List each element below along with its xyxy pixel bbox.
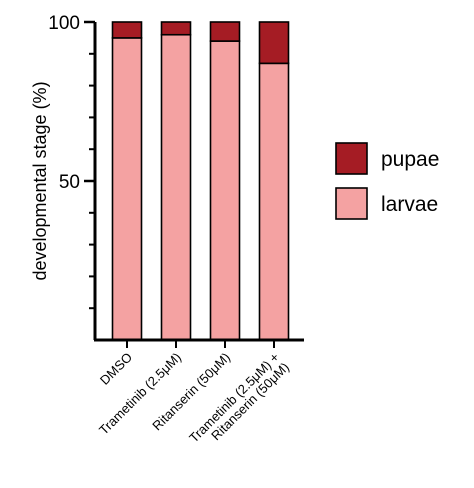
bar-larvae-3 <box>209 40 241 341</box>
y-ticks-group: 50 100 <box>48 13 95 310</box>
bar-larvae-4 <box>258 62 290 341</box>
y-axis-label: developmental stage (%) <box>30 81 50 280</box>
legend-label-larvae: larvae <box>381 193 438 216</box>
bar-pupae-4 <box>258 21 290 65</box>
bars-group <box>111 21 290 341</box>
x-tick-label-group: Trametinib (2.5μM) +Ritanserin (50μM) <box>186 350 292 446</box>
bar-larvae-1 <box>111 37 143 341</box>
legend-label-pupae: pupae <box>381 148 439 171</box>
bar-pupae-3 <box>209 21 241 42</box>
y-tick-label: 100 <box>48 13 80 34</box>
bar-larvae-2 <box>160 33 192 341</box>
legend-swatch-pupae <box>335 142 368 175</box>
x-tick-label-group: Trametinib (2.5μM) <box>96 350 184 438</box>
x-tick-label: DMSO <box>97 350 135 388</box>
legend-swatch-larvae <box>335 187 368 220</box>
legend: pupae larvae <box>335 142 439 220</box>
x-tick-label-group: DMSO <box>97 350 135 388</box>
x-tick-label: Trametinib (2.5μM) + <box>186 350 282 446</box>
bar-pupae-1 <box>111 21 143 39</box>
bar-pupae-2 <box>160 21 192 36</box>
y-tick-label: 50 <box>59 172 80 193</box>
x-tick-label: Trametinib (2.5μM) <box>96 350 184 438</box>
